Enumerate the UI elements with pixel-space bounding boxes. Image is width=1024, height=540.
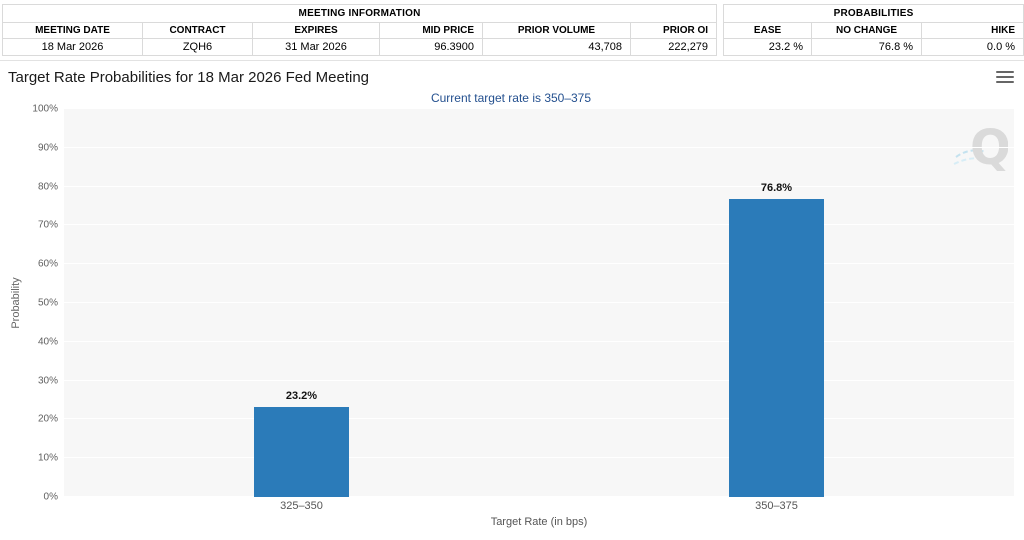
chart-section: Target Rate Probabilities for 18 Mar 202…: [0, 61, 1024, 528]
y-axis: 0% 10% 20% 30% 40% 50% 60% 70% 80% 90% 100%: [24, 104, 64, 503]
gridline: [64, 146, 1014, 148]
column-header-no-change: NO CHANGE: [811, 22, 923, 39]
x-axis: 325–350 350–375: [64, 497, 1014, 513]
expires-value: 31 Mar 2026: [252, 38, 380, 56]
column-header-mid-price: MID PRICE: [379, 22, 483, 39]
y-axis-tick-label: 0%: [43, 491, 58, 503]
bar-325–350[interactable]: [254, 406, 349, 497]
svg-text:Q: Q: [970, 120, 1008, 175]
y-axis-tick-label: 30%: [37, 375, 58, 387]
gridline: [64, 496, 1014, 497]
meeting-information-table: MEETING INFORMATION MEETING DATE CONTRAC…: [1, 4, 718, 56]
ease-value: 23.2 %: [723, 38, 813, 56]
y-axis-title: Probability: [10, 277, 22, 329]
meeting-information-title-row: MEETING INFORMATION: [1, 4, 718, 23]
chart-header: Target Rate Probabilities for 18 Mar 202…: [8, 67, 1014, 91]
y-axis-tick-label: 70%: [37, 219, 58, 231]
y-axis-tick-label: 40%: [37, 336, 58, 348]
bar-data-label: 76.8%: [760, 182, 793, 195]
y-axis-tick-label: 20%: [37, 413, 58, 425]
chart-body: Probability 0% 10% 20% 30% 40% 50% 60% 70% 80% 90…: [8, 104, 1014, 528]
y-axis-tick-label: 60%: [37, 258, 58, 270]
y-axis-tick-label: 50%: [37, 297, 58, 309]
probabilities-title-row: PROBABILITIES: [723, 4, 1024, 23]
contract-value: ZQH6: [142, 38, 253, 56]
column-header-contract: CONTRACT: [142, 22, 253, 39]
chart-subtitle: Current target rate is 350–375: [430, 91, 592, 105]
meeting-date-value: 18 Mar 2026: [2, 38, 143, 56]
y-axis-tick-label: 90%: [37, 142, 58, 154]
y-axis-tick-label: 100%: [32, 103, 58, 115]
prior-volume-value: 43,708: [482, 38, 631, 56]
gridline: [64, 302, 1014, 303]
meeting-information-header-row: MEETING DATE CONTRACT EXPIRES MID PRICE …: [2, 22, 718, 39]
gridline: [64, 457, 1014, 459]
y-axis-tick-label: 80%: [37, 181, 58, 193]
hamburger-menu-icon: [996, 81, 1014, 83]
probabilities-title: PROBABILITIES: [723, 4, 1024, 23]
bar-350–375[interactable]: [729, 199, 824, 497]
chart-context-menu-button[interactable]: [996, 67, 1014, 83]
y-axis-title-column: Probability: [8, 109, 24, 497]
column-header-expires: EXPIRES: [252, 22, 380, 39]
hike-value: 0.0 %: [921, 38, 1024, 56]
no-change-value: 76.8 %: [811, 38, 923, 56]
mid-price-value: 96.3900: [379, 38, 483, 56]
plot-area: Q 23.2% 76.8%: [64, 108, 1014, 497]
probabilities-data-row: 23.2 % 76.8 % 0.0 %: [723, 38, 1024, 56]
x-axis-title: Target Rate (in bps): [490, 516, 588, 528]
gridline: [64, 340, 1014, 342]
gridline: [64, 263, 1014, 265]
gridline: [64, 418, 1014, 420]
bar-data-label: 23.2%: [285, 389, 318, 402]
column-header-prior-oi: PRIOR OI: [629, 22, 718, 39]
gridline: [64, 379, 1014, 381]
probabilities-header-row: EASE NO CHANGE HIKE: [723, 22, 1024, 39]
prior-oi-value: 222,279: [629, 38, 718, 56]
column-header-meeting-date: MEETING DATE: [2, 22, 143, 39]
gridline: [64, 185, 1014, 187]
gridline: [64, 108, 1014, 109]
header-tables: MEETING INFORMATION MEETING DATE CONTRAC…: [0, 0, 1024, 61]
x-axis-tick-label: 350–375: [755, 500, 798, 512]
quikstrike-q-logo-icon: Q: [952, 119, 1011, 176]
column-header-hike: HIKE: [921, 22, 1024, 39]
hamburger-menu-icon: [996, 71, 1014, 73]
probabilities-table: PROBABILITIES EASE NO CHANGE HIKE 23.2 %…: [723, 4, 1024, 56]
gridline: [64, 224, 1014, 226]
column-header-prior-volume: PRIOR VOLUME: [482, 22, 631, 39]
meeting-information-data-row: 18 Mar 2026 ZQH6 31 Mar 2026 96.3900 43,…: [2, 38, 718, 56]
y-axis-tick-label: 10%: [37, 452, 58, 464]
chart-title: Target Rate Probabilities for 18 Mar 202…: [8, 69, 370, 86]
meeting-information-title: MEETING INFORMATION: [1, 4, 718, 23]
hamburger-menu-icon: [996, 76, 1014, 78]
plot-column: Q 23.2% 76.8% 325–350 350–375 Target Rate …: [64, 108, 1014, 528]
x-axis-tick-label: 325–350: [280, 500, 323, 512]
column-header-ease: EASE: [723, 22, 813, 39]
